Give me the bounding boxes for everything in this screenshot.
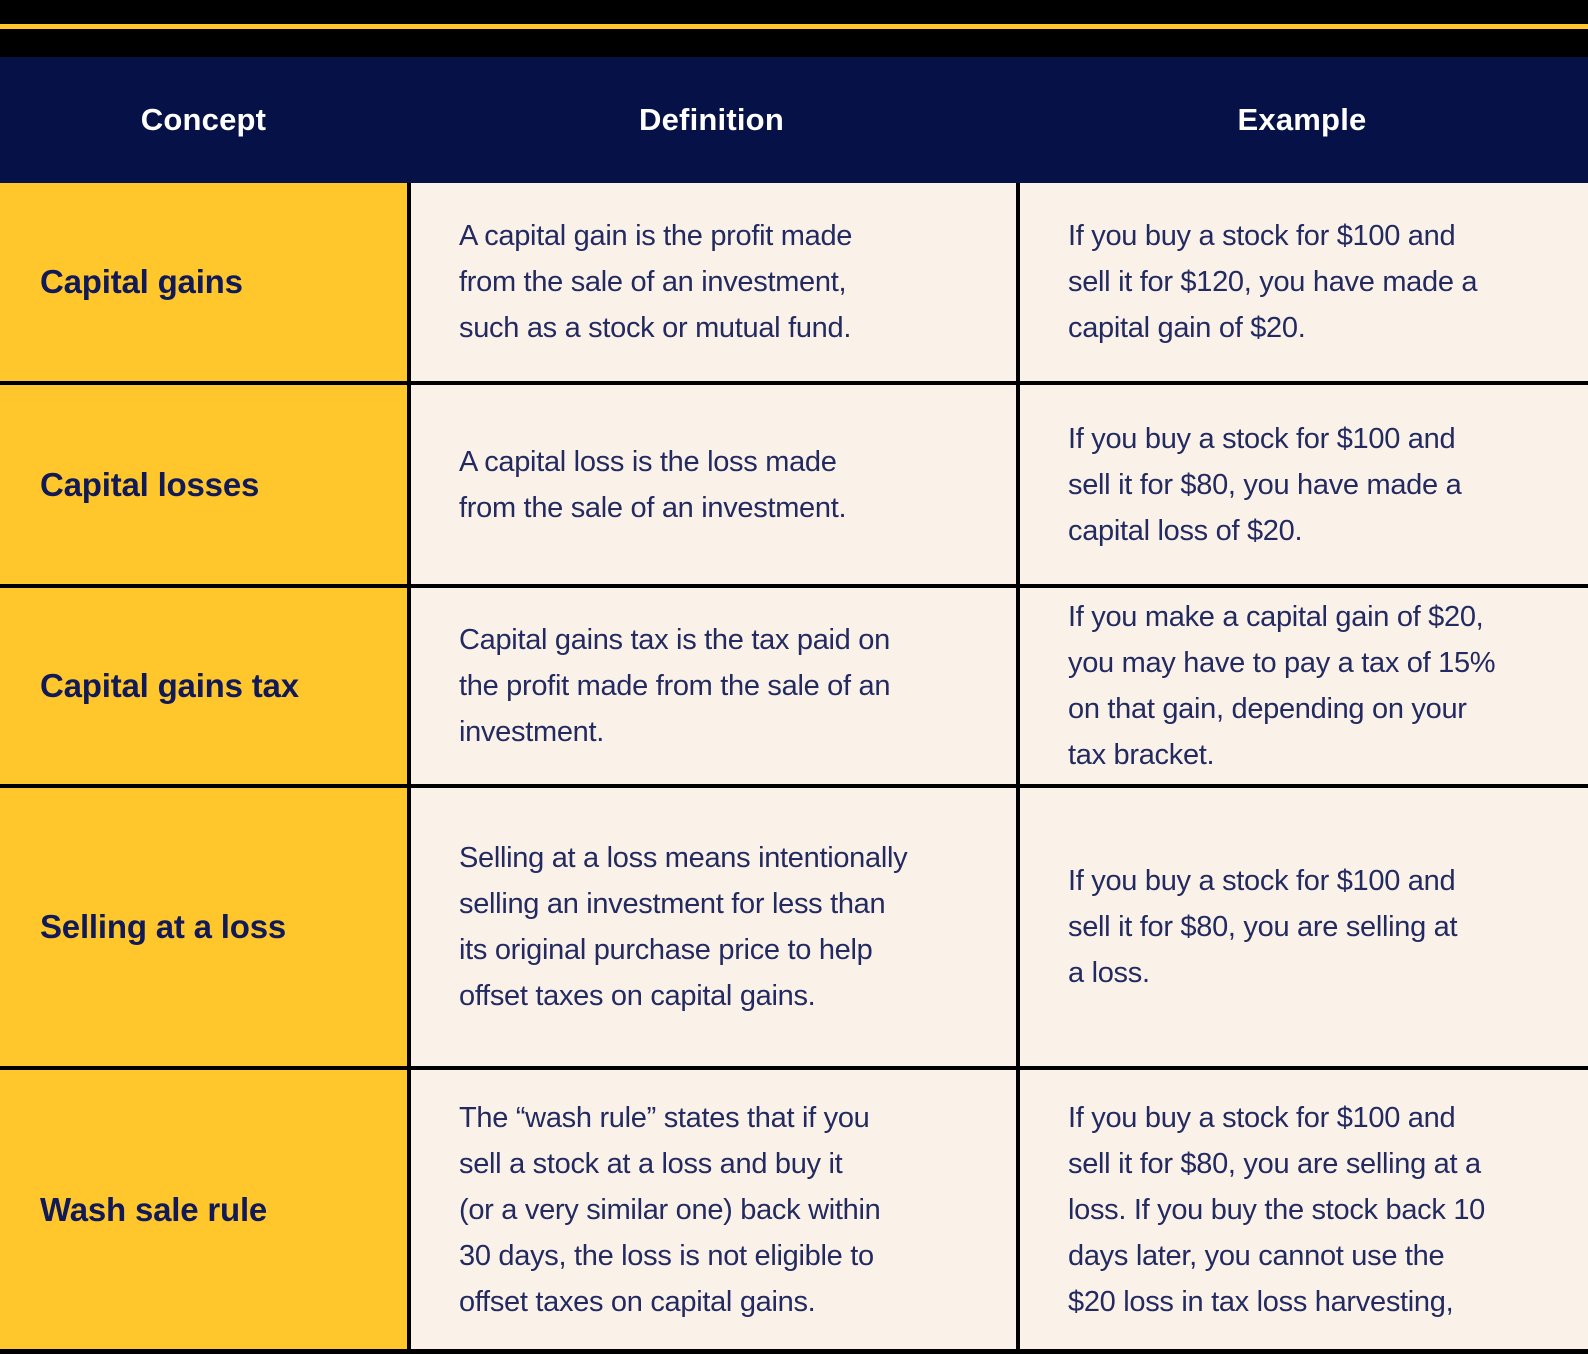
table-row-1-concept-cell: Capital gains [0, 183, 407, 381]
table-row-3-example-cell: If you make a capital gain of $20, you m… [1020, 588, 1588, 784]
example-text: If you make a capital gain of $20, you m… [1068, 601, 1496, 771]
concept-label: Capital gains tax [40, 667, 299, 704]
table-row-2-concept-cell: Capital losses [0, 385, 407, 584]
table-row-3-concept-cell: Capital gains tax [0, 588, 407, 784]
table-row-2-example-cell: If you buy a stock for $100 and sell it … [1020, 385, 1588, 584]
definition-text: Capital gains tax is the tax paid on the… [459, 624, 891, 748]
example-text: If you buy a stock for $100 and sell it … [1068, 422, 1462, 547]
table-row-5-concept-cell: Wash sale rule [0, 1070, 407, 1349]
definition-text: A capital gain is the profit made from t… [459, 220, 853, 344]
table-row-3-definition-cell: Capital gains tax is the tax paid on the… [411, 588, 1016, 784]
top-black-bar [0, 0, 1588, 24]
example-text: If you buy a stock for $100 and sell it … [1068, 1101, 1485, 1318]
table-row-1-definition-cell: A capital gain is the profit made from t… [411, 183, 1016, 381]
table-row-4-definition-cell: Selling at a loss means intentionally se… [411, 788, 1016, 1066]
column-header-definition: Definition [639, 102, 784, 137]
definition-text: A capital loss is the loss made from the… [459, 445, 847, 524]
column-header-example: Example [1237, 102, 1367, 137]
table-row-2-definition-cell: A capital loss is the loss made from the… [411, 385, 1016, 584]
concept-label: Capital losses [40, 465, 260, 503]
column-header-concept: Concept [140, 102, 267, 137]
top-black-bar-2 [0, 29, 1588, 57]
concept-label: Wash sale rule [40, 1190, 268, 1228]
example-text: If you buy a stock for $100 and sell it … [1068, 220, 1478, 344]
table-row-4-concept-cell: Selling at a loss [0, 788, 407, 1066]
concept-label: Capital gains [40, 263, 243, 300]
bottom-black-bar [0, 1349, 1588, 1354]
example-text: If you buy a stock for $100 and sell it … [1068, 865, 1458, 989]
table-row-4-example-cell: If you buy a stock for $100 and sell it … [1020, 788, 1588, 1066]
table-header-row: Concept Definition Example [0, 57, 1588, 183]
definition-text: Selling at a loss means intentionally se… [459, 842, 908, 1012]
concept-label: Selling at a loss [40, 908, 287, 945]
table-row-5-example-cell: If you buy a stock for $100 and sell it … [1020, 1070, 1588, 1349]
table-body: Capital gains A capital gain is the prof… [0, 183, 1588, 1349]
table-row-1-example-cell: If you buy a stock for $100 and sell it … [1020, 183, 1588, 381]
top-yellow-stripe [0, 24, 1588, 29]
definition-text: The “wash rule” states that if you sell … [459, 1101, 881, 1318]
table-row-5-definition-cell: The “wash rule” states that if you sell … [411, 1070, 1016, 1349]
